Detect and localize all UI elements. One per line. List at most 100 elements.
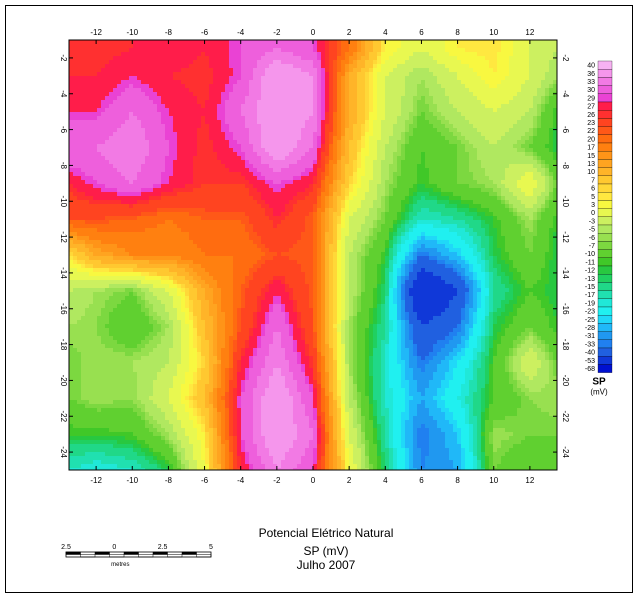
heat-cell — [125, 100, 130, 105]
heat-cell — [401, 136, 406, 141]
heat-cell — [249, 148, 254, 153]
heat-cell — [169, 40, 174, 45]
heat-cell — [433, 168, 438, 173]
heat-cell — [505, 200, 510, 205]
heat-cell — [89, 116, 94, 121]
heat-cell — [497, 76, 502, 81]
heat-cell — [361, 92, 366, 97]
heat-cell — [413, 40, 418, 45]
heat-cell — [541, 84, 546, 89]
heat-cell — [137, 168, 142, 173]
heat-cell — [489, 96, 494, 101]
heat-cell — [113, 84, 118, 89]
heat-cell — [321, 196, 326, 201]
heat-cell — [465, 120, 470, 125]
heat-cell — [281, 112, 286, 117]
heat-cell — [305, 144, 310, 149]
heat-cell — [493, 48, 498, 53]
heat-cell — [545, 168, 550, 173]
heat-cell — [121, 172, 126, 177]
heat-cell — [209, 80, 214, 85]
heat-cell — [513, 176, 518, 181]
heat-cell — [473, 128, 478, 133]
heat-cell — [209, 76, 214, 81]
heat-cell — [293, 192, 298, 197]
heat-cell — [533, 92, 538, 97]
heat-cell — [465, 60, 470, 65]
heat-cell — [77, 132, 82, 137]
heat-cell — [477, 92, 482, 97]
heat-cell — [377, 148, 382, 153]
heat-cell — [361, 152, 366, 157]
heat-cell — [153, 124, 158, 129]
heat-cell — [69, 48, 74, 53]
heat-cell — [333, 84, 338, 89]
heat-cell — [141, 72, 146, 77]
heat-cell — [77, 180, 82, 185]
heat-cell — [509, 132, 514, 137]
heat-cell — [93, 168, 98, 173]
heat-cell — [245, 60, 250, 65]
heat-cell — [197, 128, 202, 133]
heat-cell — [89, 100, 94, 105]
heat-cell — [77, 80, 82, 85]
heat-cell — [165, 140, 170, 145]
heat-cell — [237, 156, 242, 161]
heat-cell — [217, 156, 222, 161]
heat-cell — [485, 116, 490, 121]
heat-cell — [133, 60, 138, 65]
heat-cell — [253, 120, 258, 125]
heat-cell — [157, 88, 162, 93]
heat-cell — [197, 176, 202, 181]
heat-cell — [273, 104, 278, 109]
heat-cell — [321, 56, 326, 61]
heat-cell — [205, 88, 210, 93]
heat-cell — [417, 120, 422, 125]
heat-cell — [253, 40, 258, 45]
heat-cell — [545, 56, 550, 61]
heat-cell — [525, 104, 530, 109]
heat-cell — [241, 96, 246, 101]
heat-cell — [413, 144, 418, 149]
heat-cell — [169, 144, 174, 149]
heat-cell — [177, 68, 182, 73]
heat-cell — [77, 96, 82, 101]
heat-cell — [477, 196, 482, 201]
heat-cell — [109, 160, 114, 165]
heat-cell — [173, 192, 178, 197]
heat-cell — [413, 100, 418, 105]
heat-cell — [469, 56, 474, 61]
heat-cell — [537, 140, 542, 145]
heat-cell — [97, 156, 102, 161]
heat-cell — [509, 100, 514, 105]
heat-cell — [373, 168, 378, 173]
heat-cell — [125, 200, 130, 205]
heat-cell — [221, 148, 226, 153]
heat-cell — [217, 44, 222, 49]
heat-cell — [209, 172, 214, 177]
heat-cell — [341, 48, 346, 53]
heat-cell — [205, 184, 210, 189]
heat-cell — [393, 84, 398, 89]
heat-cell — [549, 124, 554, 129]
heat-cell — [329, 48, 334, 53]
heat-cell — [449, 48, 454, 53]
heat-cell — [445, 152, 450, 157]
heat-cell — [541, 188, 546, 193]
heat-cell — [145, 40, 150, 45]
heat-cell — [137, 56, 142, 61]
heat-cell — [525, 124, 530, 129]
heat-cell — [345, 160, 350, 165]
heat-cell — [297, 104, 302, 109]
heat-cell — [269, 180, 274, 185]
heat-cell — [473, 52, 478, 57]
heat-cell — [413, 140, 418, 145]
heat-cell — [361, 84, 366, 89]
heat-cell — [289, 140, 294, 145]
heat-cell — [217, 192, 222, 197]
heat-cell — [369, 136, 374, 141]
heat-cell — [229, 92, 234, 97]
heat-cell — [525, 176, 530, 181]
heat-cell — [289, 184, 294, 189]
heat-cell — [337, 128, 342, 133]
